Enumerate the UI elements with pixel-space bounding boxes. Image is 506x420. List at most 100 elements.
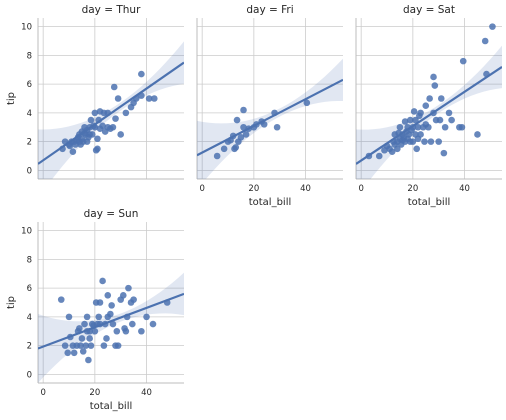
data-point: [421, 138, 428, 145]
data-point: [260, 121, 268, 128]
y-tick-label: 10: [21, 23, 32, 33]
regression-line: [356, 65, 502, 165]
data-point: [388, 148, 396, 155]
data-point: [76, 325, 83, 332]
data-point: [441, 123, 449, 131]
data-point: [149, 320, 157, 328]
y-axis-label: tip: [6, 296, 17, 309]
data-point: [107, 310, 114, 318]
x-tick-label: 0: [40, 388, 45, 398]
data-point: [237, 134, 245, 141]
data-point: [91, 109, 99, 117]
data-point: [122, 109, 130, 117]
data-point: [459, 57, 467, 65]
x-axis-label: total_bill: [249, 197, 292, 208]
data-point: [87, 116, 95, 124]
data-point: [271, 109, 278, 117]
data-point: [70, 349, 78, 357]
data-point: [303, 99, 311, 107]
data-point: [77, 342, 84, 349]
data-point: [489, 23, 496, 30]
data-point: [104, 292, 112, 299]
data-point: [422, 102, 430, 109]
scatter-points: [57, 277, 171, 364]
data-point: [481, 37, 489, 45]
data-point: [375, 152, 383, 160]
data-point: [414, 123, 422, 131]
data-point: [240, 106, 247, 114]
regression-line: [38, 292, 184, 350]
data-point: [59, 145, 66, 153]
data-point: [125, 284, 132, 292]
x-tick-label: 40: [459, 184, 470, 194]
data-point: [213, 152, 221, 160]
data-point: [94, 145, 101, 153]
y-tick-label: 6: [27, 284, 32, 294]
data-point: [365, 152, 373, 160]
data-point: [96, 320, 104, 328]
scatter-points: [213, 99, 311, 160]
data-point: [440, 149, 448, 157]
data-point: [101, 320, 109, 328]
y-tick-label: 4: [27, 313, 32, 323]
y-tick-label: 2: [27, 342, 32, 352]
panel-title: day = Sat: [403, 4, 455, 16]
data-point: [406, 116, 414, 124]
x-tick-label: 0: [358, 184, 363, 194]
x-axis-label: total_bill: [90, 401, 133, 412]
data-point: [130, 296, 137, 303]
data-point: [138, 92, 145, 99]
y-tick-label: 8: [27, 51, 32, 61]
data-point: [65, 313, 73, 321]
data-point: [143, 313, 150, 321]
data-point: [91, 123, 99, 131]
data-point: [85, 356, 92, 364]
data-point: [458, 123, 466, 131]
data-point: [245, 125, 252, 132]
data-point: [95, 116, 103, 124]
data-point: [108, 302, 115, 309]
data-point: [163, 299, 171, 306]
data-point: [95, 313, 103, 321]
x-tick-label: 20: [407, 184, 418, 194]
data-point: [99, 122, 106, 130]
facet-panel-1: day = Fri 0 20 40 total_bill: [196, 4, 343, 208]
y-axis-label: tip: [6, 92, 17, 105]
data-point: [69, 148, 77, 155]
regression-line: [197, 78, 343, 157]
data-point: [113, 327, 121, 335]
data-point: [104, 109, 112, 117]
data-point: [409, 138, 417, 145]
data-point: [87, 342, 95, 349]
data-point: [83, 313, 91, 321]
data-point: [150, 95, 158, 102]
y-tick-label: 2: [27, 138, 32, 148]
data-point: [431, 82, 439, 89]
x-tick-label: 20: [248, 184, 259, 194]
x-axis-label: total_bill: [408, 197, 451, 208]
facet-panel-2: day = Sat 0 20 40 total_bill: [355, 4, 502, 208]
data-point: [96, 299, 104, 306]
y-tick-label: 4: [27, 109, 32, 119]
data-point: [132, 95, 140, 102]
y-tick-label: 0: [27, 166, 32, 176]
data-point: [114, 342, 122, 349]
data-point: [91, 327, 99, 335]
data-point: [117, 131, 124, 138]
data-point: [396, 123, 404, 131]
scatter-points: [365, 23, 496, 160]
y-tick-label: 10: [21, 227, 32, 237]
data-point: [448, 116, 455, 124]
data-point: [123, 313, 131, 321]
data-point: [417, 131, 424, 138]
data-point: [145, 95, 153, 102]
x-tick-label: 0: [199, 184, 204, 194]
data-point: [81, 320, 88, 328]
data-point: [233, 116, 241, 124]
y-tick-label: 0: [27, 370, 32, 380]
data-point: [103, 335, 110, 342]
panel-title: day = Thur: [82, 4, 142, 16]
x-tick-label: 40: [141, 388, 152, 398]
data-point: [110, 83, 118, 91]
